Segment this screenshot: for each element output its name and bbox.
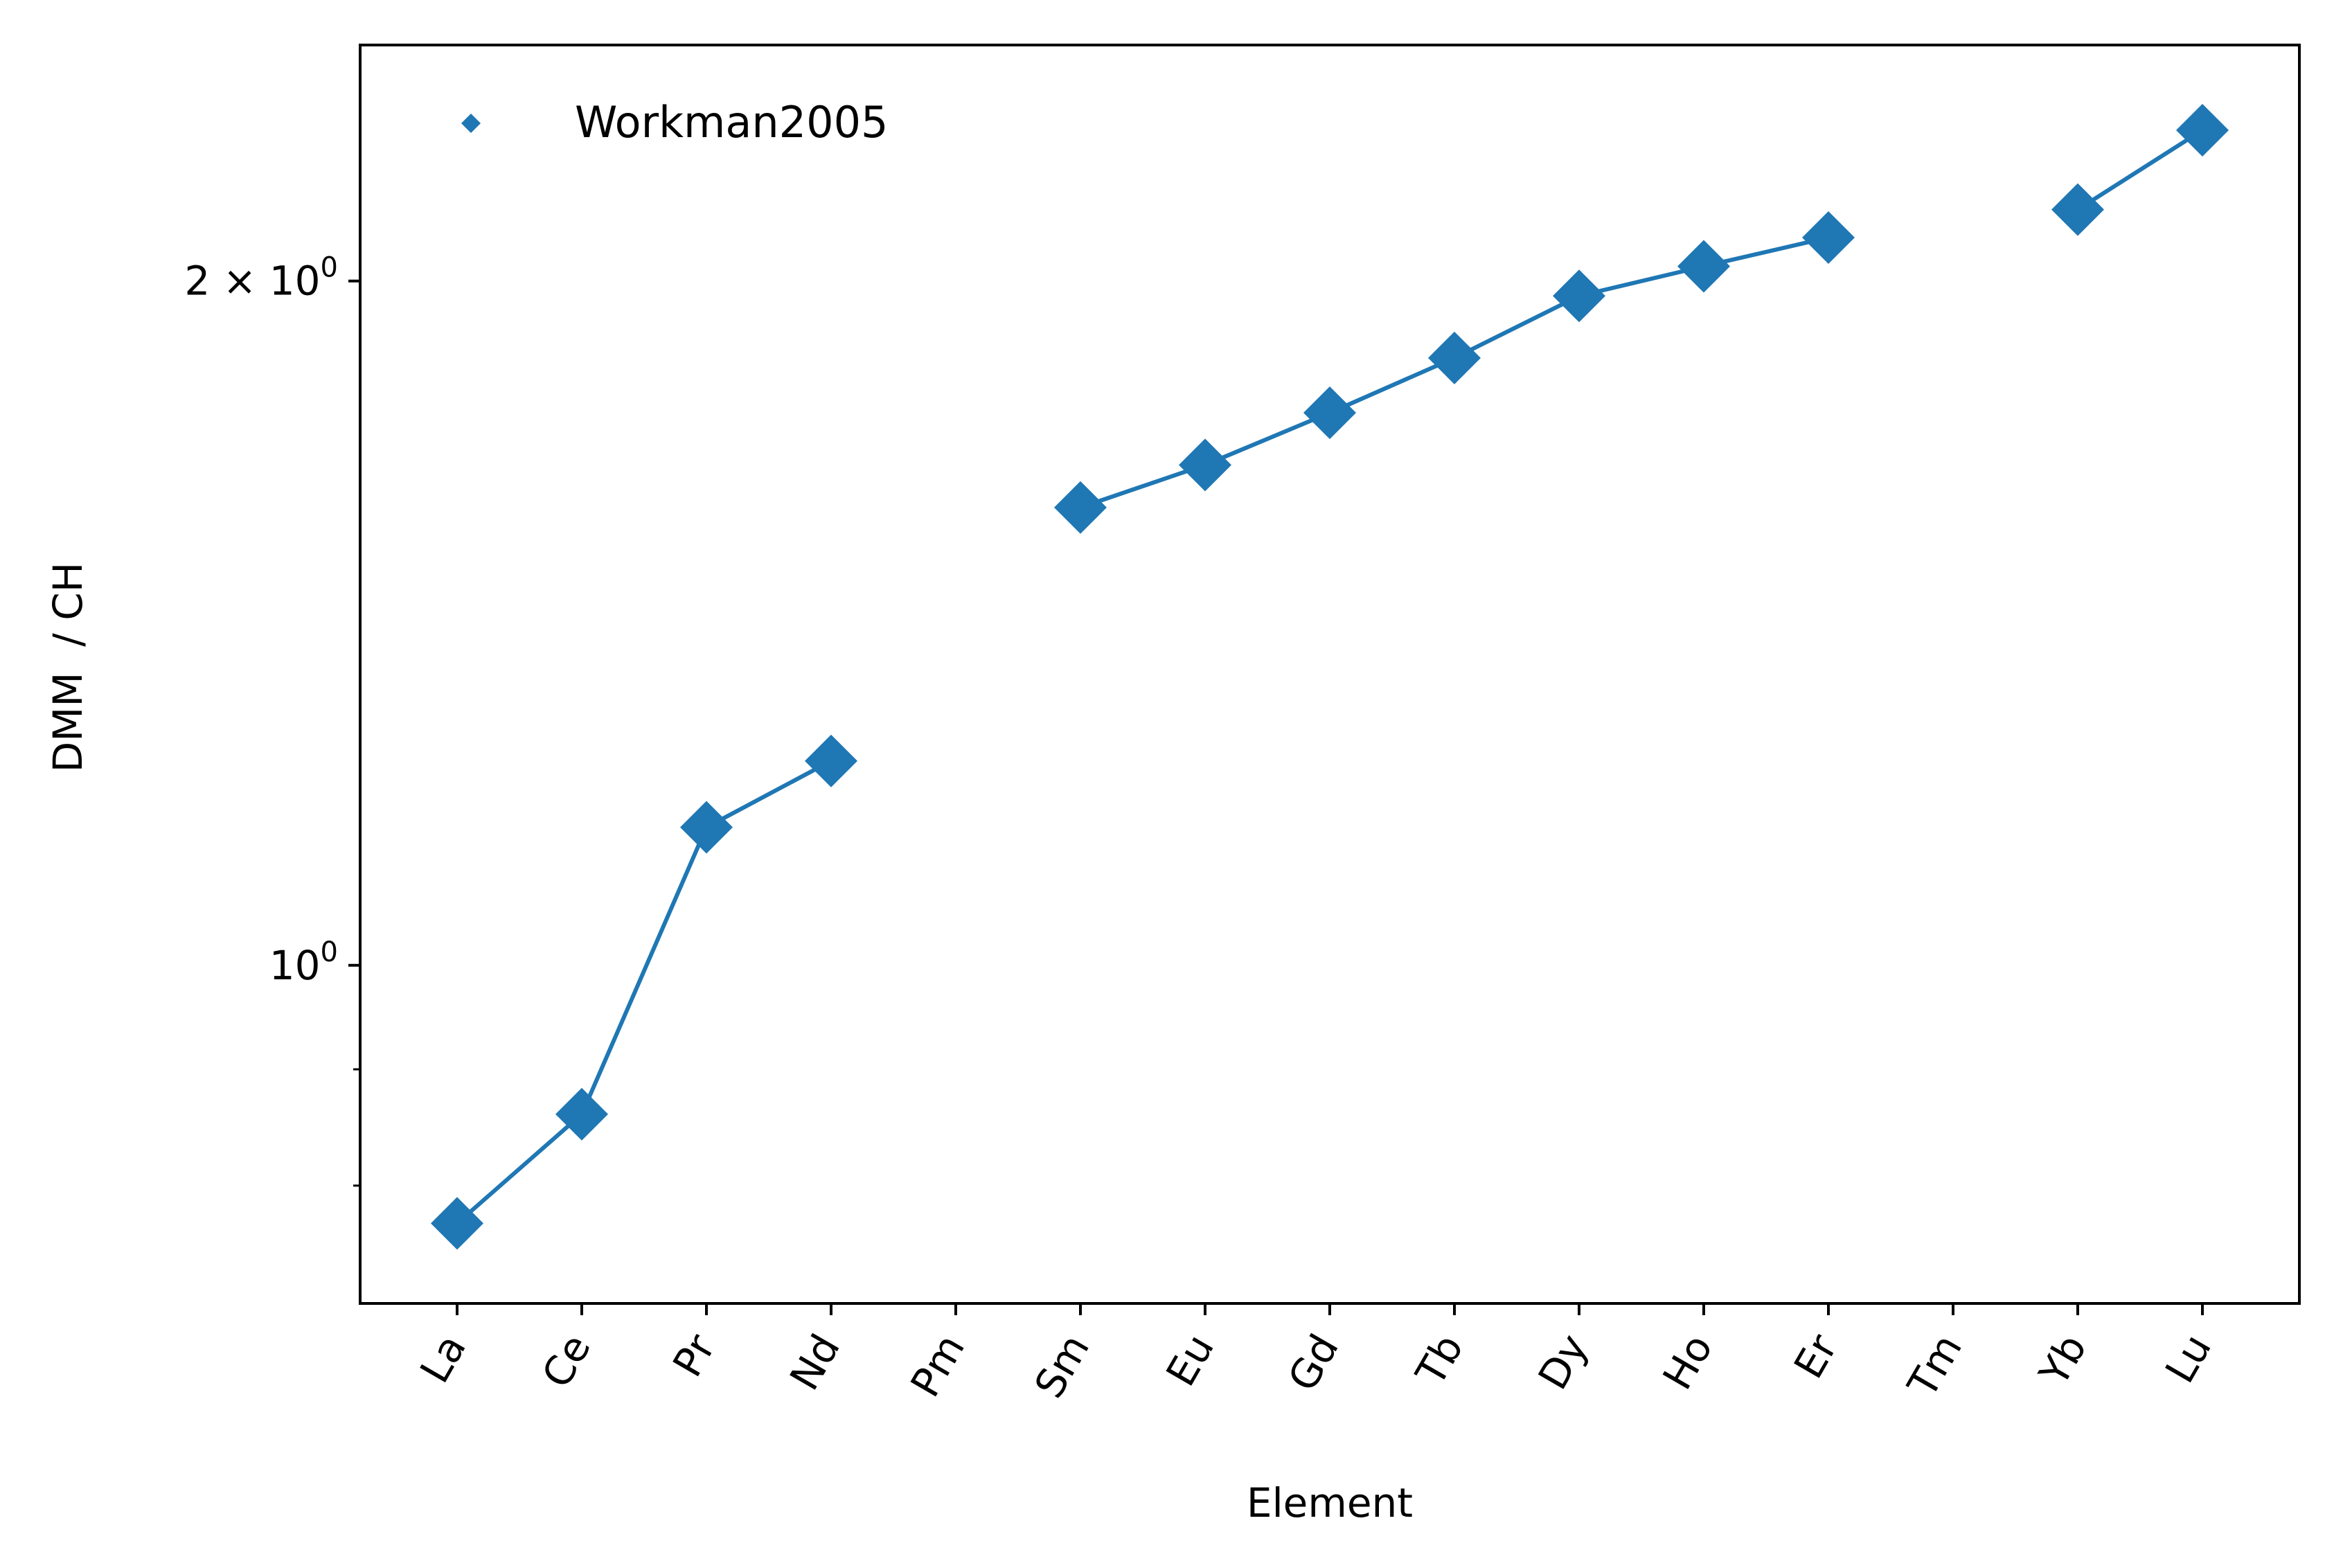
data-point-dy (1553, 269, 1605, 323)
data-point-eu (1179, 438, 1231, 492)
y-tick-label-exponent: 0 (321, 936, 338, 968)
data-point-sm (1054, 481, 1107, 534)
data-point-er (1802, 211, 1855, 264)
data-point-ce (555, 1087, 608, 1141)
data-point-yb (2051, 183, 2104, 236)
y-tick-label: 2 × 100 (184, 252, 338, 305)
data-point-lu (2176, 104, 2229, 157)
y-tick-label-exponent: 0 (321, 252, 338, 284)
data-point-ho (1677, 240, 1730, 293)
y-tick-label: 100 (269, 936, 338, 989)
plot-area (431, 104, 2229, 1250)
data-point-nd (805, 734, 857, 787)
data-point-tb (1428, 331, 1481, 384)
legend-marker (461, 114, 481, 133)
legend-label: Workman2005 (575, 97, 888, 148)
series-line (456, 759, 832, 1225)
y-tick-label-base: 2 × 10 (184, 258, 320, 305)
legend: Workman2005 (461, 97, 888, 148)
x-axis-title: Element (1247, 1479, 1413, 1526)
data-point-pr (680, 801, 733, 854)
y-tick-label-base: 10 (269, 942, 321, 989)
series-line (2076, 128, 2204, 212)
y-axis-title: DMM / CH (44, 562, 91, 773)
data-point-la (431, 1197, 483, 1250)
series-0 (431, 104, 2229, 1250)
data-point-gd (1303, 386, 1356, 440)
